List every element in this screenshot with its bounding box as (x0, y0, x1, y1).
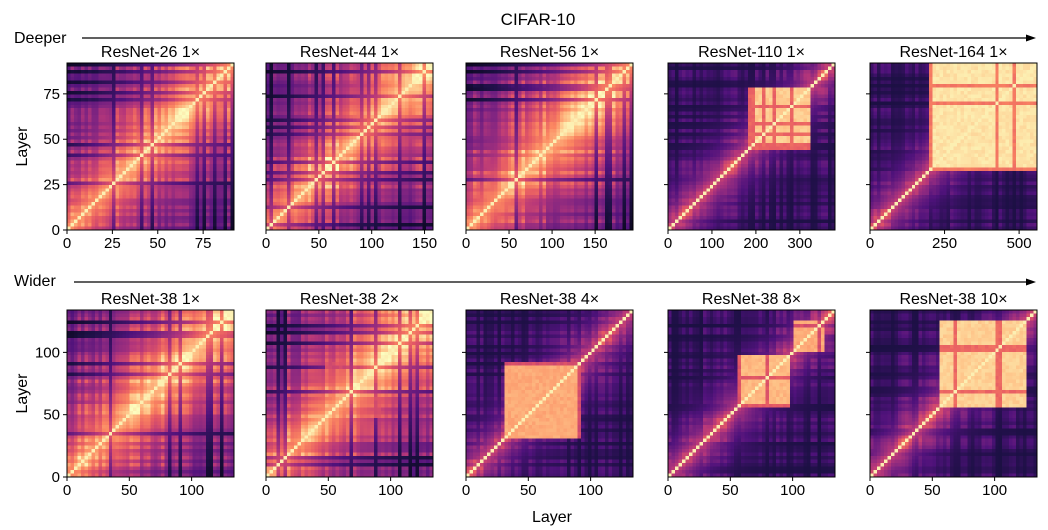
heatmap-panels: ResNet-26 1× 0 25 50 75 0 25 50 75 Layer ResNet-44… (14, 44, 1038, 499)
plot-frame (66, 309, 235, 478)
x-tick-label: 50 (149, 235, 166, 252)
x-tick-label: 50 (501, 235, 518, 252)
x-tick-label: 100 (540, 235, 565, 252)
heatmap-image (266, 63, 433, 230)
shared-x-axis-label: Layer (532, 509, 573, 526)
x-tick-label: 50 (924, 482, 941, 499)
x-tick-label: 0 (262, 235, 270, 252)
x-tick-label: 500 (1007, 235, 1032, 252)
heatmap-panel-resnet-44-1: ResNet-44 1× 0 50 100 150 (262, 44, 437, 252)
deeper-arrow-label: Deeper (14, 30, 67, 47)
x-tick-label: 200 (743, 235, 768, 252)
y-axis-label: Layer (14, 373, 31, 414)
y-tick-label: 0 (52, 222, 60, 239)
heatmap-image (668, 310, 835, 477)
x-tick-label: 0 (63, 482, 71, 499)
y-tick-label: 50 (43, 131, 60, 148)
wider-arrow-label: Wider (14, 273, 56, 290)
plot-frame (265, 62, 434, 231)
y-tick-label: 25 (43, 177, 60, 194)
x-tick-label: 50 (311, 235, 328, 252)
x-tick-label: 150 (583, 235, 608, 252)
x-tick-label: 0 (866, 235, 874, 252)
heatmap-panel-resnet-38-4: ResNet-38 4× 0 50 100 (462, 291, 634, 499)
x-tick-label: 250 (932, 235, 957, 252)
plot-frame (465, 309, 634, 478)
heatmap-panel-resnet-164-1: ResNet-164 1× 0 250 500 (866, 44, 1038, 252)
x-tick-label: 50 (121, 482, 138, 499)
heatmap-image (668, 63, 835, 230)
y-tick-label: 75 (43, 86, 60, 103)
y-tick-label: 0 (52, 469, 60, 486)
heatmap-image (266, 310, 433, 477)
y-tick-label: 100 (35, 344, 60, 361)
x-tick-label: 0 (664, 235, 672, 252)
heatmap-image (870, 310, 1037, 477)
wider-arrowhead (1026, 278, 1036, 286)
heatmap-image (466, 63, 633, 230)
x-tick-label: 0 (866, 482, 874, 499)
panel-title: ResNet-38 2× (300, 291, 399, 308)
heatmap-panel-resnet-38-2: ResNet-38 2× 0 50 100 (262, 291, 434, 499)
plot-frame (869, 62, 1038, 231)
heatmap-panel-resnet-38-8: ResNet-38 8× 0 50 100 (664, 291, 836, 499)
x-tick-label: 100 (578, 482, 603, 499)
x-tick-label: 0 (262, 482, 270, 499)
x-tick-label: 0 (462, 482, 470, 499)
x-tick-label: 300 (787, 235, 812, 252)
x-tick-label: 0 (63, 235, 71, 252)
x-tick-label: 100 (982, 482, 1007, 499)
panel-title: ResNet-26 1× (101, 44, 200, 61)
heatmap-image (870, 63, 1037, 230)
x-tick-label: 100 (699, 235, 724, 252)
plot-frame (465, 62, 634, 231)
x-tick-label: 50 (320, 482, 337, 499)
panel-title: ResNet-38 10× (899, 291, 1007, 308)
heatmap-panel-resnet-56-1: ResNet-56 1× 0 50 100 150 (462, 44, 634, 252)
panel-title: ResNet-38 8× (702, 291, 801, 308)
x-tick-label: 50 (722, 482, 739, 499)
plot-frame (667, 62, 836, 231)
heatmap-image (67, 63, 234, 230)
x-tick-label: 100 (179, 482, 204, 499)
heatmap-panel-resnet-38-10: ResNet-38 10× 0 50 100 (866, 291, 1038, 499)
panel-title: ResNet-164 1× (899, 44, 1007, 61)
plot-frame (667, 309, 836, 478)
heatmap-panel-resnet-26-1: ResNet-26 1× 0 25 50 75 0 25 50 75 Layer (14, 44, 235, 252)
panel-title: ResNet-44 1× (300, 44, 399, 61)
panel-title: ResNet-110 1× (698, 44, 805, 61)
plot-frame (265, 309, 434, 478)
plot-frame (869, 309, 1038, 478)
figure-title: CIFAR-10 (501, 10, 576, 29)
panel-title: ResNet-38 1× (101, 291, 200, 308)
heatmap-image (466, 310, 633, 477)
x-tick-label: 150 (412, 235, 437, 252)
x-tick-label: 0 (462, 235, 470, 252)
plot-frame (66, 62, 235, 231)
y-tick-label: 50 (43, 407, 60, 424)
x-tick-label: 25 (104, 235, 121, 252)
panel-title: ResNet-56 1× (500, 44, 599, 61)
heatmap-panel-resnet-110-1: ResNet-110 1× 0 100 200 300 (664, 44, 836, 252)
y-axis-label: Layer (14, 126, 31, 167)
x-tick-label: 75 (195, 235, 212, 252)
heatmap-image (67, 310, 234, 477)
x-tick-label: 100 (359, 235, 384, 252)
x-tick-label: 100 (378, 482, 403, 499)
deeper-arrowhead (1026, 34, 1036, 42)
x-tick-label: 50 (520, 482, 537, 499)
x-tick-label: 0 (664, 482, 672, 499)
panel-title: ResNet-38 4× (500, 291, 599, 308)
x-tick-label: 100 (780, 482, 805, 499)
